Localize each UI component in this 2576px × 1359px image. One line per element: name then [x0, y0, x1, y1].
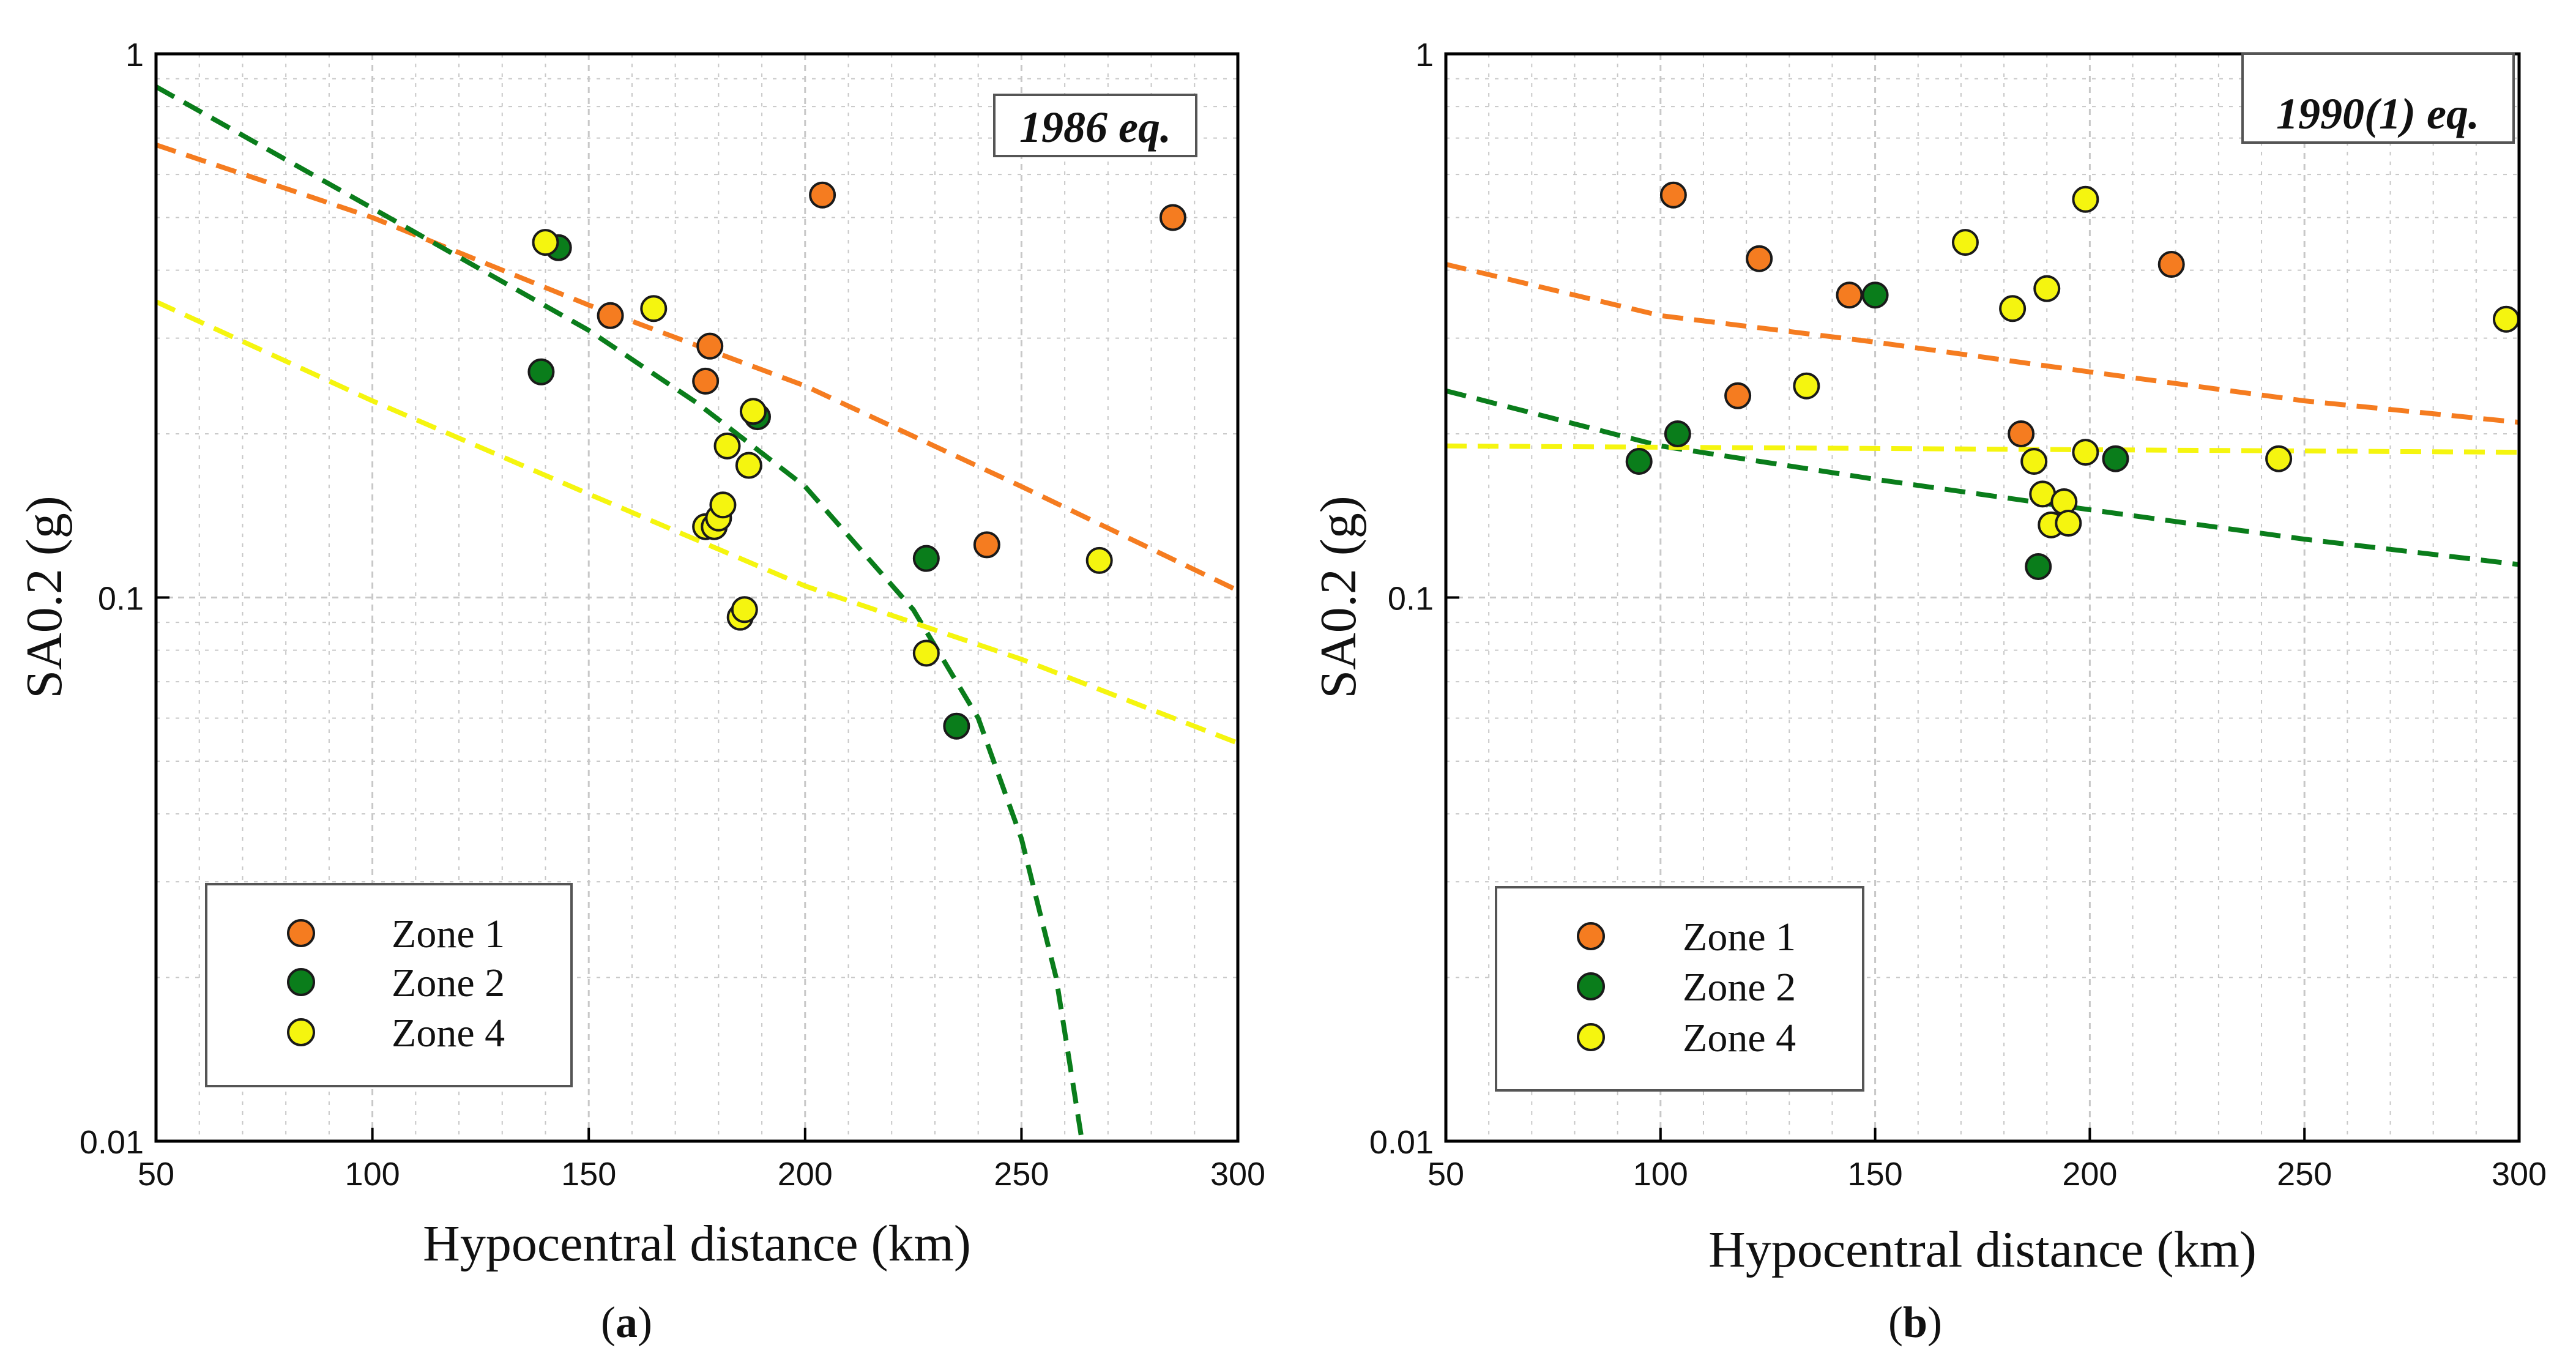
x-tick-label: 100 — [345, 1156, 400, 1193]
model-curve-zone2 — [1445, 388, 2520, 567]
data-point-zone4 — [735, 452, 762, 479]
x-tick-label: 100 — [1633, 1156, 1688, 1193]
model-curve-zone2 — [155, 84, 1085, 1142]
data-point-zone1 — [1159, 204, 1186, 231]
data-point-zone4 — [1793, 372, 1820, 400]
panel-label-a: (a) — [601, 1298, 652, 1347]
data-point-zone4 — [912, 639, 940, 667]
data-point-zone1 — [1724, 382, 1752, 409]
legend-marker-zone1-b — [1577, 922, 1605, 950]
chart-panel-a: 50 100 150 200 250 300 0.01 0.1 1 1986 eq. Zone… — [16, 37, 1265, 1347]
annotation-text-a: 1986 eq. — [1019, 103, 1171, 152]
data-point-zone1 — [692, 367, 720, 395]
legend-label-zone4-a: Zone 4 — [392, 1011, 505, 1056]
legend-marker-zone4-a — [287, 1018, 315, 1046]
data-point-zone2 — [2025, 553, 2052, 580]
data-point-zone4 — [1085, 546, 1113, 574]
data-point-zone4 — [2033, 275, 2061, 302]
data-point-zone1 — [696, 332, 724, 360]
y-ticks-a: 0.01 0.1 1 — [80, 37, 169, 1161]
data-point-zone4 — [2050, 488, 2078, 516]
x-ticks-a: 50 100 150 200 250 300 — [138, 1128, 1265, 1193]
legend-label-zone2-b: Zone 2 — [1683, 965, 1796, 1010]
data-point-zone4 — [1951, 229, 1979, 256]
x-tick-label: 150 — [1848, 1156, 1903, 1193]
annotation-box-a: 1986 eq. — [993, 94, 1197, 157]
legend-a: Zone 1 Zone 2 Zone 4 — [205, 883, 573, 1087]
data-point-zone1 — [2008, 420, 2035, 448]
data-point-zone1 — [2157, 251, 2185, 278]
y-tick-label: 0.1 — [98, 581, 144, 617]
legend-marker-zone2-b — [1577, 972, 1605, 1000]
x-tick-label: 250 — [2277, 1156, 2332, 1193]
x-tick-label: 150 — [561, 1156, 616, 1193]
data-point-zone4 — [713, 432, 741, 460]
data-point-zone4 — [532, 229, 559, 256]
data-point-zone1 — [597, 302, 624, 329]
y-tick-label: 0.01 — [80, 1124, 144, 1161]
x-axis-label-a: Hypocentral distance (km) — [423, 1215, 971, 1272]
data-point-zone1 — [809, 181, 836, 209]
x-tick-label: 300 — [2492, 1156, 2547, 1193]
legend-marker-zone2-a — [287, 968, 315, 996]
data-point-zone2 — [1625, 448, 1653, 475]
model-curve-zone4 — [1445, 443, 2520, 455]
y-axis-label-a: SA0.2 (g) — [16, 496, 73, 698]
y-tick-label: 1 — [125, 37, 144, 73]
y-tick-label: 0.01 — [1369, 1124, 1434, 1161]
legend-label-zone2-a: Zone 2 — [392, 961, 505, 1005]
x-tick-label: 250 — [994, 1156, 1049, 1193]
annotation-text-b: 1990(1) eq. — [2276, 89, 2479, 138]
y-tick-label: 1 — [1415, 37, 1434, 73]
data-point-zone1 — [973, 531, 1000, 559]
data-point-zone2 — [943, 712, 970, 740]
model-curve-zone4 — [155, 299, 1239, 746]
x-axis-label-b: Hypocentral distance (km) — [1708, 1221, 2257, 1278]
data-points-a — [527, 181, 1186, 740]
data-point-zone1 — [1746, 245, 1773, 272]
x-ticks-b: 50 100 150 200 250 300 — [1428, 1128, 2547, 1193]
legend-marker-zone1-a — [287, 919, 315, 947]
y-axis-label-b: SA0.2 (g) — [1310, 496, 1367, 698]
data-point-zone4 — [2072, 439, 2099, 466]
chart-panel-b: 50 100 150 200 250 300 0.01 0.1 1 1990(1) eq. Z… — [1310, 37, 2547, 1347]
data-point-zone4 — [2492, 305, 2520, 333]
legend-b: Zone 1 Zone 2 Zone 4 — [1495, 886, 1864, 1092]
y-ticks-b: 0.01 0.1 1 — [1369, 37, 1459, 1161]
data-point-zone4 — [739, 398, 767, 425]
data-point-zone2 — [1664, 420, 1691, 448]
data-point-zone4 — [2072, 185, 2099, 213]
data-point-zone4 — [1999, 295, 2027, 322]
data-point-zone2 — [527, 358, 555, 385]
data-point-zone4 — [2055, 510, 2082, 537]
model-curve-zone1 — [1445, 262, 2520, 425]
data-point-zone4 — [2265, 445, 2293, 472]
data-point-zone4 — [2020, 448, 2048, 475]
data-point-zone1 — [1659, 181, 1687, 209]
x-tick-label: 200 — [778, 1156, 833, 1193]
data-point-zone4 — [640, 295, 668, 322]
x-tick-label: 50 — [1428, 1156, 1464, 1193]
x-tick-label: 50 — [138, 1156, 174, 1193]
data-point-zone4 — [731, 596, 758, 624]
annotation-box-b: 1990(1) eq. — [2241, 53, 2515, 144]
data-point-zone1 — [1836, 281, 1863, 309]
model-curves-b — [1445, 262, 2520, 567]
legend-label-zone4-b: Zone 4 — [1683, 1016, 1796, 1060]
x-tick-label: 300 — [1210, 1156, 1265, 1193]
y-tick-label: 0.1 — [1388, 581, 1434, 617]
data-point-zone4 — [709, 491, 737, 519]
data-points-b — [1625, 181, 2520, 580]
data-point-zone2 — [2102, 445, 2129, 472]
data-point-zone2 — [912, 545, 940, 572]
data-point-zone2 — [1861, 281, 1889, 309]
legend-marker-zone4-b — [1577, 1023, 1605, 1051]
legend-label-zone1-b: Zone 1 — [1683, 915, 1796, 959]
panel-label-b: (b) — [1888, 1298, 1942, 1347]
legend-label-zone1-a: Zone 1 — [392, 912, 505, 956]
x-tick-label: 200 — [2062, 1156, 2117, 1193]
